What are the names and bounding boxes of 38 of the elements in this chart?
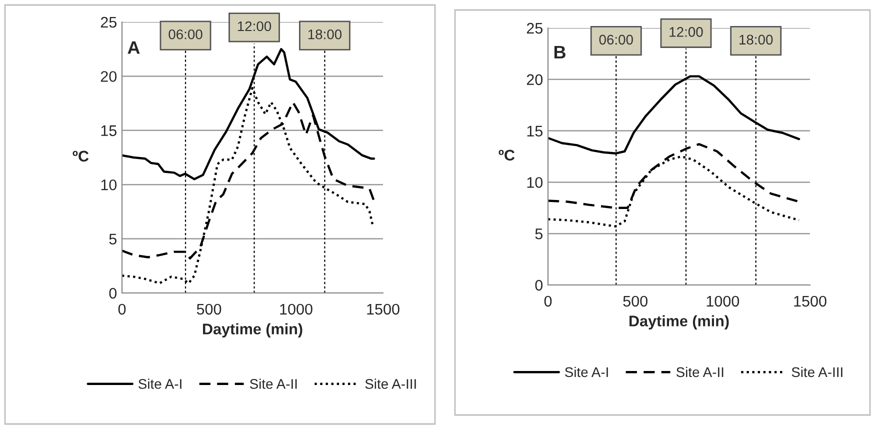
x-tick-label: 1500 <box>367 304 400 315</box>
annotation: 18:00 <box>740 34 773 45</box>
x-tick-label: 1000 <box>706 296 740 307</box>
y-tick-label: 0 <box>535 280 543 291</box>
text: B <box>554 46 566 58</box>
x-tick-label: 1500 <box>794 296 826 307</box>
x-axis-title: Daytime (min) <box>630 315 729 330</box>
y-tick-label: 0 <box>109 288 117 299</box>
y-tick-label: 10 <box>101 179 117 190</box>
annotation: 06:00 <box>168 29 202 40</box>
x-axis-title: Daytime (min) <box>203 323 302 338</box>
y-axis-title: ºC <box>498 150 515 161</box>
legend-label: Site A-II <box>250 378 297 389</box>
y-tick-label: 15 <box>101 125 116 136</box>
x-tick-label: 0 <box>544 296 552 307</box>
y-tick-label: 25 <box>100 16 116 28</box>
y-tick-label: 10 <box>527 177 543 188</box>
y-tick-label: 5 <box>109 234 116 244</box>
y-tick-label: 20 <box>526 74 543 86</box>
annotation: 12:00 <box>670 27 703 37</box>
y-tick-label: 5 <box>535 228 542 240</box>
legend-label: Site A-III <box>365 378 416 389</box>
text: A <box>128 41 140 54</box>
y-tick-label: 20 <box>100 71 117 82</box>
legend-label: Site A-III <box>792 366 842 378</box>
y-tick-label: 15 <box>527 126 542 136</box>
y-axis-title: ºC <box>72 150 89 162</box>
x-tick-label: 0 <box>118 304 126 315</box>
annotation: 06:00 <box>599 34 633 45</box>
legend-label: Site A-I <box>138 378 182 389</box>
y-tick-label: 25 <box>526 22 542 34</box>
legend-label: Site A-I <box>565 366 608 378</box>
annotation: 12:00 <box>238 21 272 32</box>
x-tick-label: 1000 <box>280 304 312 315</box>
x-tick-label: 500 <box>623 296 648 307</box>
legend-label: Site A-II <box>676 366 724 378</box>
annotation: 18:00 <box>308 29 342 40</box>
x-tick-label: 500 <box>196 304 222 315</box>
